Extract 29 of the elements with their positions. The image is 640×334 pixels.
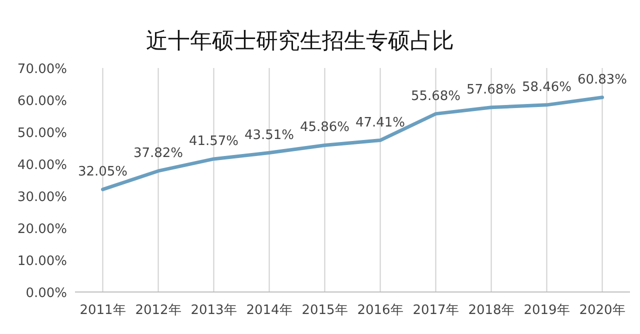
data-label: 55.68% (410, 88, 461, 104)
y-tick-label: 0.00% (26, 286, 67, 301)
x-tick-label: 2019年 (524, 303, 570, 318)
data-label: 41.57% (188, 134, 239, 149)
x-tick-label: 2020年 (579, 303, 626, 318)
x-tick-label: 2015年 (302, 303, 348, 318)
x-tick-label: 2016年 (357, 303, 404, 318)
x-tick-label: 2013年 (190, 303, 237, 318)
y-tick-label: 60.00% (17, 94, 67, 109)
y-tick-label: 30.00% (17, 190, 67, 205)
x-tick-label: 2011年 (80, 303, 126, 318)
x-tick-label: 2014年 (246, 303, 292, 318)
y-tick-label: 70.00% (17, 62, 67, 77)
y-tick-label: 20.00% (17, 222, 67, 237)
data-label: 37.82% (133, 146, 184, 161)
data-label: 47.41% (355, 115, 406, 130)
x-tick-label: 2017年 (412, 303, 459, 318)
x-tick-label: 2018年 (468, 303, 514, 318)
data-label: 45.86% (300, 120, 350, 136)
x-tick-label: 2012年 (135, 303, 182, 318)
chart-title: 近十年硕士研究生招生专硕占比 (146, 29, 454, 54)
data-label: 57.68% (466, 82, 516, 98)
data-label: 32.05% (78, 164, 128, 180)
y-tick-label: 50.00% (17, 126, 67, 141)
data-label: 58.46% (522, 80, 572, 95)
data-label: 60.83% (577, 72, 628, 88)
data-label: 43.51% (244, 128, 294, 143)
y-tick-label: 40.00% (17, 158, 67, 173)
y-tick-label: 10.00% (17, 254, 67, 269)
